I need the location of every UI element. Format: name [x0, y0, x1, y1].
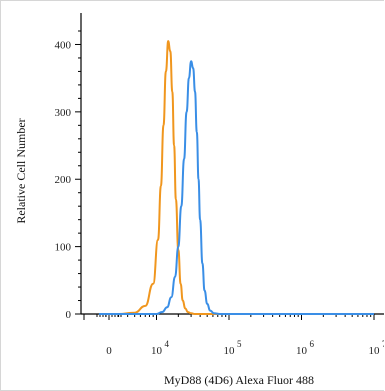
y-tick-label: 0: [66, 309, 72, 321]
y-axis-title: Relative Cell Number: [14, 118, 28, 223]
y-tick-label: 400: [55, 39, 72, 51]
x-tick-exponent: 7: [382, 339, 384, 349]
y-tick-label: 100: [55, 242, 72, 254]
x-tick-exponent: 5: [237, 339, 242, 349]
series-layer: [99, 40, 374, 316]
x-tick-label: 10: [151, 345, 163, 357]
x-tick-exponent: 6: [310, 339, 315, 349]
y-tick-label: 200: [55, 174, 72, 186]
x-axis: 0104105106107: [81, 313, 384, 357]
x-tick-exponent: 4: [165, 339, 170, 349]
histogram-series-orange: [99, 40, 374, 316]
histogram-series-blue: [99, 60, 374, 316]
x-tick-label: 10: [369, 345, 381, 357]
x-tick-label: 10: [224, 345, 236, 357]
y-tick-label: 300: [55, 107, 72, 119]
x-axis-title: MyD88 (4D6) Alexa Fluor 488: [164, 373, 314, 387]
y-axis: 0 100 200 300 400: [55, 13, 82, 321]
x-tick-label: 10: [296, 345, 308, 357]
x-tick-label: 0: [106, 345, 112, 357]
